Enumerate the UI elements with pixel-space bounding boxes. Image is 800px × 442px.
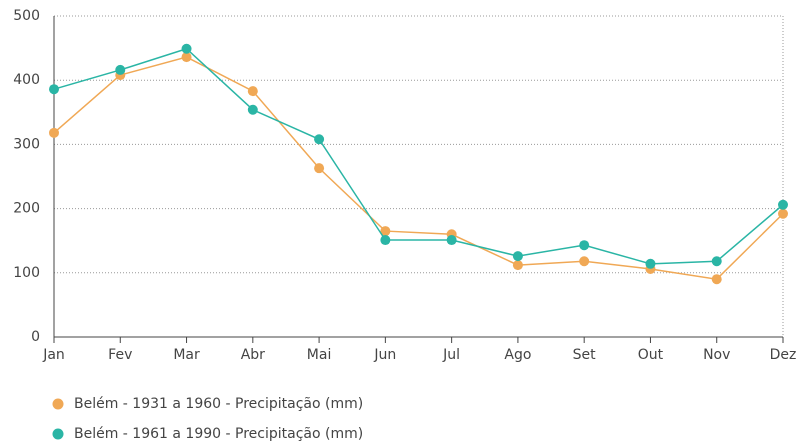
series-line [53,47,784,265]
y-tick-label: 500 [13,8,40,24]
x-tick-label: Nov [703,347,730,363]
x-tick-label: Jul [442,347,460,363]
data-point [49,84,59,95]
data-point [115,64,126,75]
data-point [247,104,258,115]
series-line [53,56,784,281]
data-point [579,240,590,251]
x-tick-label: Jun [373,347,396,363]
data-point [380,235,391,246]
data-point [512,251,523,262]
y-tick-label: 0 [31,329,40,345]
data-point [247,86,258,97]
data-point [181,43,192,54]
x-tick-label: Abr [241,347,265,363]
x-tick-label: Set [573,347,597,363]
x-tick-label: Mai [307,347,332,363]
x-tick-label: Dez [770,347,797,363]
data-point [778,208,788,219]
x-tick-label: Out [638,347,664,363]
data-point [711,274,722,285]
y-tick-label: 400 [13,72,40,88]
data-point [380,226,391,237]
legend-label: Belém - 1931 a 1960 - Precipitação (mm) [74,396,363,412]
data-point [579,256,590,267]
x-tick-label: Ago [504,347,531,363]
data-point [446,235,457,246]
x-tick-label: Jan [42,347,65,363]
data-point [314,163,325,174]
data-point [181,52,192,63]
data-point [314,134,325,145]
y-tick-label: 200 [13,201,40,217]
y-tick-label: 100 [13,265,40,281]
data-point [645,258,656,269]
legend-label: Belém - 1961 a 1990 - Precipitação (mm) [74,426,363,442]
legend-marker [52,398,64,410]
x-tick-label: Mar [173,347,200,363]
data-point [778,199,788,210]
data-point [512,260,523,271]
y-tick-label: 300 [13,136,40,152]
legend-marker [52,428,64,440]
data-point [711,256,722,267]
data-point [49,127,59,138]
x-tick-label: Fev [108,347,132,363]
